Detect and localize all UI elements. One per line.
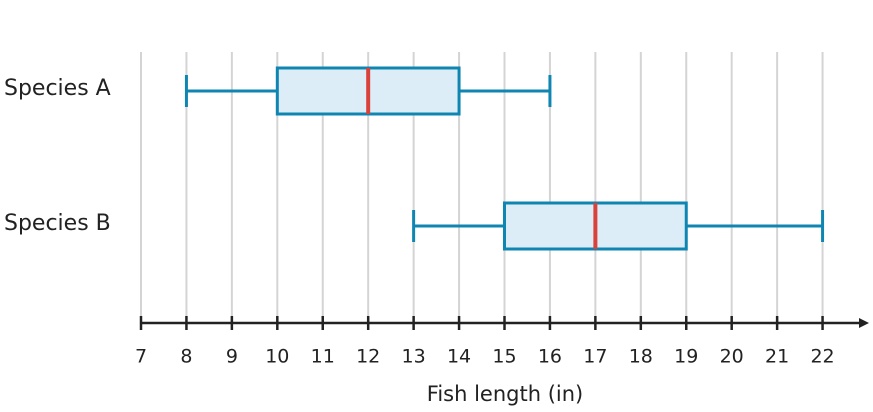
x-tick-label: 8 bbox=[180, 346, 192, 368]
x-tick-label: 17 bbox=[583, 346, 607, 368]
axis-arrow bbox=[859, 318, 869, 328]
x-tick-label: 9 bbox=[226, 346, 238, 368]
x-tick-label: 14 bbox=[447, 346, 471, 368]
x-tick-label: 10 bbox=[265, 346, 289, 368]
category-label: Species B bbox=[4, 211, 111, 236]
x-tick-label: 11 bbox=[311, 346, 335, 368]
x-tick-label: 22 bbox=[810, 346, 834, 368]
x-tick-label: 12 bbox=[356, 346, 380, 368]
x-tick-label: 15 bbox=[492, 346, 516, 368]
x-tick-label: 20 bbox=[720, 346, 744, 368]
x-tick-label: 13 bbox=[402, 346, 426, 368]
category-label: Species A bbox=[4, 76, 111, 101]
x-tick-label: 16 bbox=[538, 346, 562, 368]
x-axis-label: Fish length (in) bbox=[427, 382, 583, 406]
x-tick-label: 18 bbox=[629, 346, 653, 368]
x-tick-label: 21 bbox=[765, 346, 789, 368]
grid bbox=[140, 52, 824, 323]
x-tick-label: 19 bbox=[674, 346, 698, 368]
x-tick-label: 7 bbox=[135, 346, 147, 368]
